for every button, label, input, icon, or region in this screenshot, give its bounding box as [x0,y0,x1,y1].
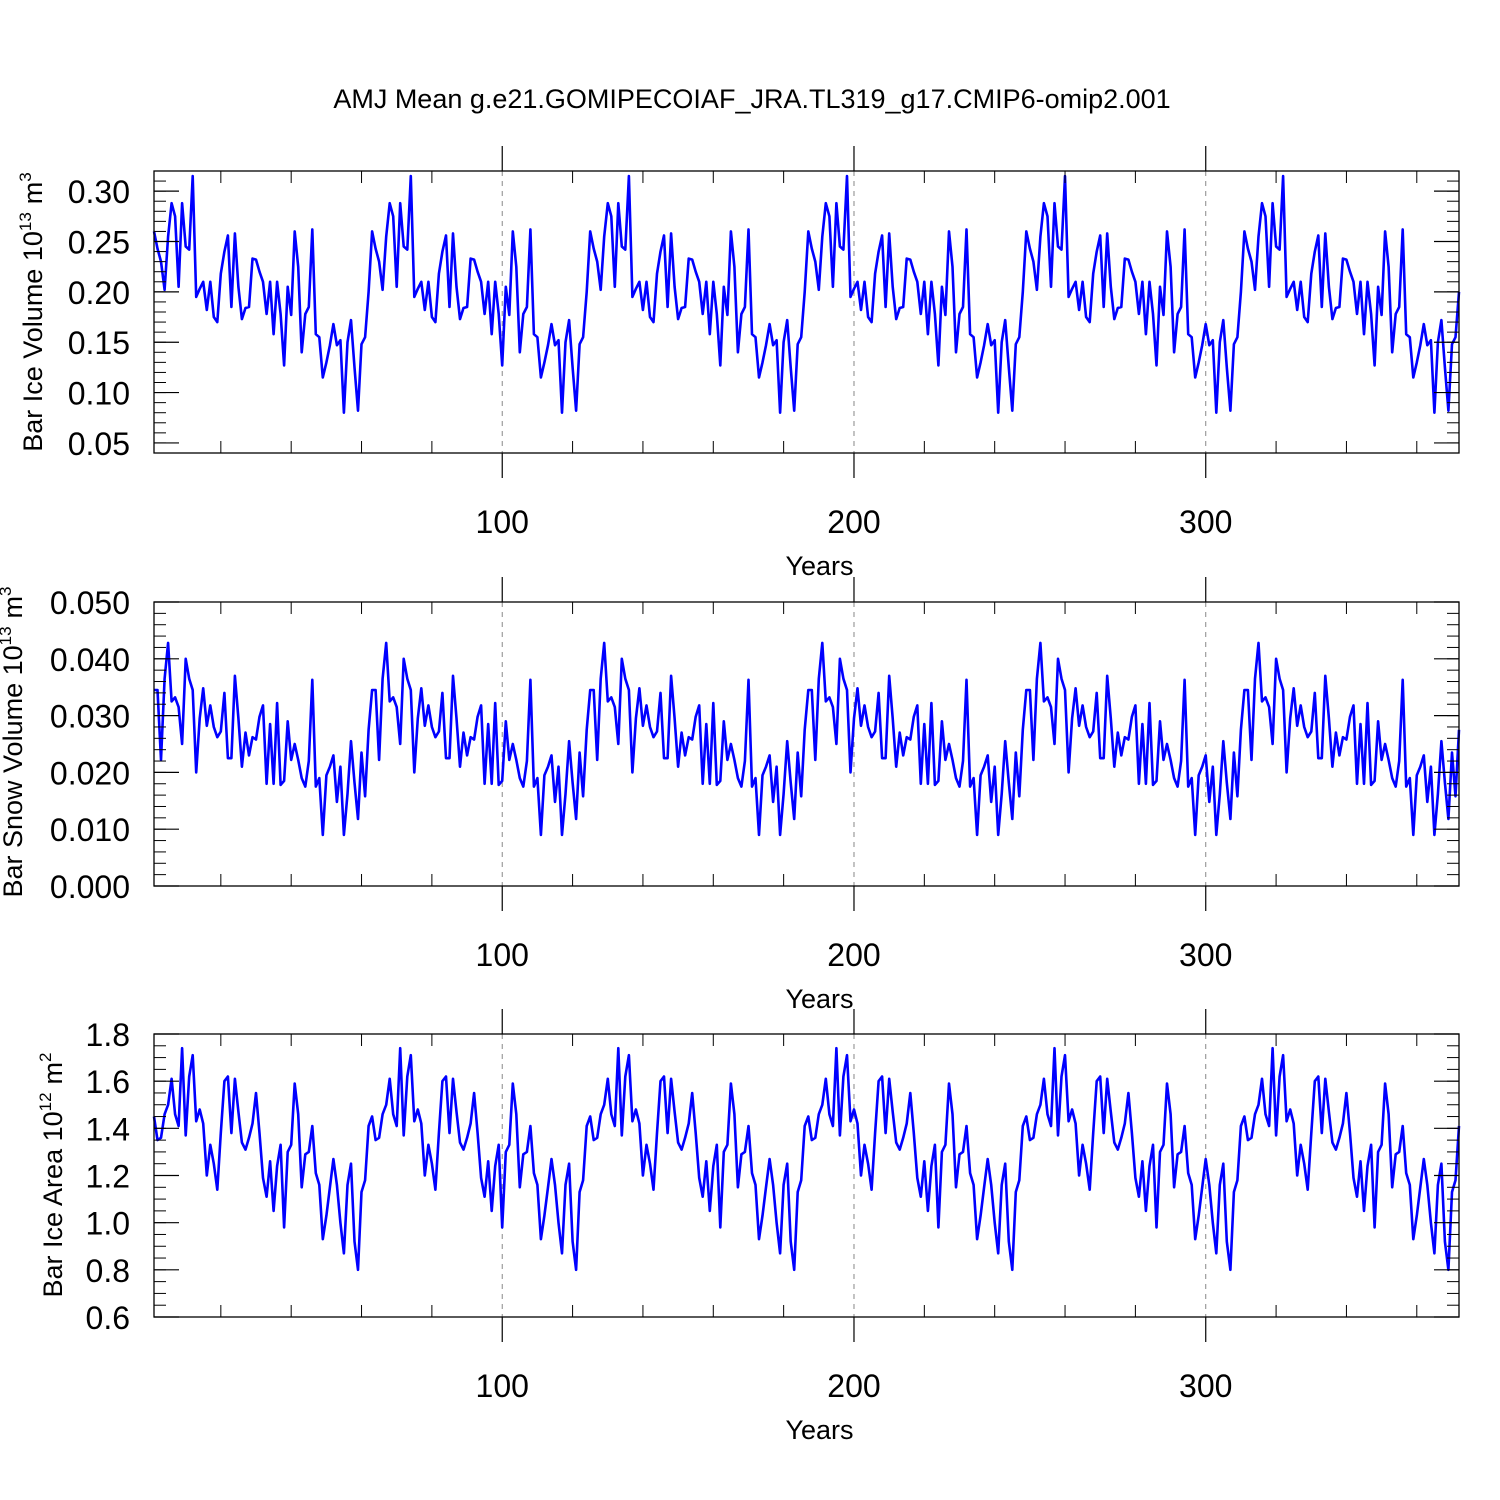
y-tick-label: 1.8 [86,1017,130,1053]
y-tick-label: 0.15 [68,325,130,361]
data-series-line [152,174,1461,415]
figure-title: AMJ Mean g.e21.GOMIPECOIAF_JRA.TL319_g17… [333,84,1170,114]
x-tick-label: 200 [827,1368,880,1404]
y-axis-label: Bar Snow Volume 1013m3 [0,586,28,897]
y-tick-label: 0.010 [50,812,130,848]
chart-panel-1: 100 200 300 0.05 0.10 0.15 0.20 0.25 0.30 Years Ba… [16,146,1461,581]
y-tick-label: 0.030 [50,699,130,735]
y-tick-label: 0.000 [50,869,130,905]
y-tick-label: 1.6 [86,1064,130,1100]
chart-panels: 100 200 300 0.05 0.10 0.15 0.20 0.25 0.30 Years Ba… [0,146,1461,1445]
y-tick-label: 1.0 [86,1206,130,1242]
y-tick-label: 0.8 [86,1253,130,1289]
y-tick-label: 0.25 [68,225,130,261]
y-tick-label: 0.20 [68,275,130,311]
y-tick-label: 1.2 [86,1159,130,1195]
chart-panel-3: 100 200 300 0.6 0.8 1.0 1.2 1.4 1.6 1.8 Years Bar I… [36,1009,1461,1445]
y-tick-label: 0.020 [50,755,130,791]
x-axis-label: Years [785,984,853,1014]
y-tick-label: 1.4 [86,1111,130,1147]
y-tick-label: 0.30 [68,174,130,210]
y-tick-label: 0.10 [68,376,130,412]
x-tick-label: 300 [1179,937,1232,973]
y-tick-label: 0.05 [68,426,130,462]
y-axis-label: Bar Ice Area 1012m2 [36,1052,68,1297]
y-axis-label: Bar Ice Volume 1013m3 [16,172,48,452]
y-tick-label: 0.050 [50,585,130,621]
x-tick-label: 300 [1179,1368,1232,1404]
y-tick-label: 0.6 [86,1300,130,1336]
y-tick-label: 0.040 [50,642,130,678]
data-series-line [152,1046,1461,1272]
x-tick-label: 100 [476,1368,529,1404]
data-series-line [154,641,1461,837]
x-tick-label: 200 [827,937,880,973]
x-tick-label: 100 [476,504,529,540]
chart-panel-2: 100 200 300 0.000 0.010 0.020 0.030 0.040 0.050 Y… [0,577,1461,1014]
x-axis-label: Years [785,1415,853,1445]
x-tick-label: 100 [476,937,529,973]
plot-frame [153,601,1460,887]
x-tick-label: 200 [827,504,880,540]
x-tick-label: 300 [1179,504,1232,540]
x-axis-label: Years [785,551,853,581]
plot-frame [153,170,1460,454]
